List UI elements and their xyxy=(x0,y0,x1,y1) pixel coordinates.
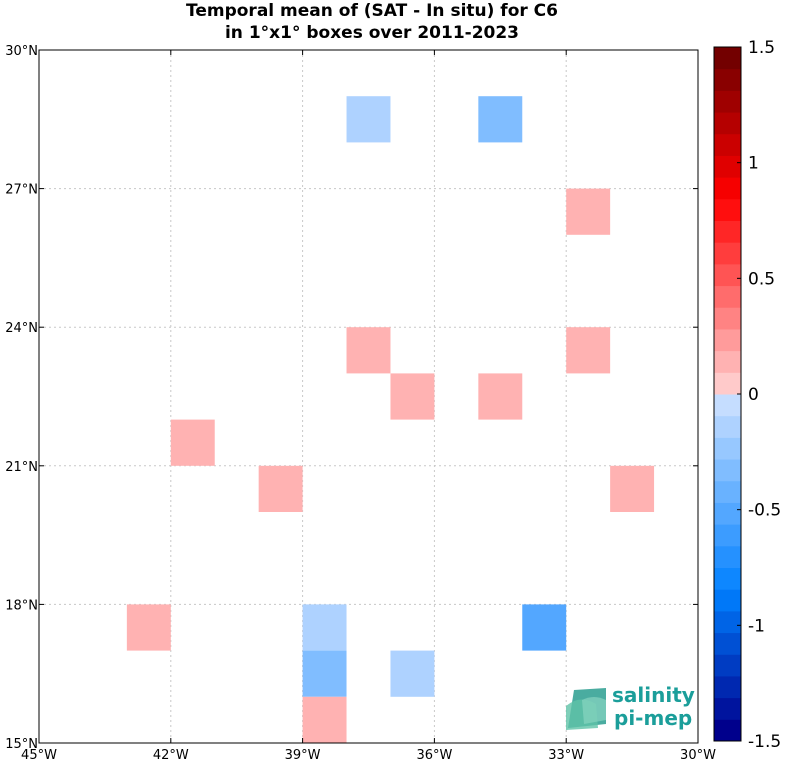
colorbar-tick-label-5: -1 xyxy=(748,616,765,636)
title-line-2: in 1°x1° boxes over 2011-2023 xyxy=(225,23,519,43)
colorbar-level-26 xyxy=(714,155,741,178)
colorbar-tick-label-4: -0.5 xyxy=(748,501,781,521)
colorbar-level-5 xyxy=(714,610,741,634)
data-cell-3 xyxy=(346,327,391,374)
axis-ticks: 45°W 42°W 39°W 36°W 33°W 30°W 15°N 18°N 21°N 24°N… xyxy=(5,44,716,763)
x-tick-label-3: 36°W xyxy=(416,748,452,763)
data-cell-10 xyxy=(126,604,171,651)
x-tick-label-4: 33°W xyxy=(548,748,584,763)
logo-text-salinity: salinity xyxy=(612,683,695,707)
colorbar-level-4 xyxy=(714,632,741,655)
y-tick-label-5: 30°N xyxy=(5,44,38,59)
data-cell-15 xyxy=(302,696,347,743)
data-cells xyxy=(126,96,655,743)
y-tick-label-1: 18°N xyxy=(5,598,38,613)
data-cell-5 xyxy=(390,373,435,420)
colorbar-level-19 xyxy=(714,307,741,330)
colorbar-level-22 xyxy=(714,242,741,265)
colorbar-tick-label-3: 0 xyxy=(748,385,759,405)
salinity-pi-mep-logo: salinity pi-mep xyxy=(566,683,695,730)
colorbar-level-9 xyxy=(714,524,741,547)
colorbar-level-8 xyxy=(714,545,741,568)
colorbar-level-25 xyxy=(714,177,741,200)
colorbar-level-12 xyxy=(714,459,741,482)
colorbar-level-30 xyxy=(714,68,741,91)
plot-frame xyxy=(38,49,699,744)
data-cell-9 xyxy=(610,465,655,512)
colorbar-level-7 xyxy=(714,567,741,590)
colorbar-tick-label-2: 0.5 xyxy=(748,269,775,289)
colorbar-level-15 xyxy=(714,394,741,417)
colorbar-level-1 xyxy=(714,697,741,720)
data-cell-13 xyxy=(302,650,347,697)
colorbar-level-10 xyxy=(714,502,741,525)
logo-wave-icon xyxy=(566,688,606,730)
data-cell-6 xyxy=(478,373,523,420)
colorbar-level-14 xyxy=(714,415,741,438)
colorbar-level-18 xyxy=(714,328,741,352)
colorbar-level-24 xyxy=(714,198,741,221)
colorbar-level-3 xyxy=(714,654,741,677)
colorbar-level-13 xyxy=(714,437,741,460)
colorbar-level-20 xyxy=(714,285,741,308)
colorbar-tick-label-0: 1.5 xyxy=(748,38,775,58)
x-tick-label-5: 30°W xyxy=(680,748,716,763)
data-cell-0 xyxy=(346,96,391,143)
colorbar: 1.5 1 0.5 0 -0.5 -1 -1.5 xyxy=(713,38,781,752)
colorbar-level-16 xyxy=(714,372,741,395)
colorbar-level-6 xyxy=(714,589,741,612)
colorbar-level-31 xyxy=(714,47,741,70)
data-cell-4 xyxy=(566,327,611,374)
y-tick-label-0: 15°N xyxy=(5,737,38,752)
logo-text-pi-mep: pi-mep xyxy=(614,706,692,730)
y-tick-label-3: 24°N xyxy=(5,321,38,336)
data-cell-8 xyxy=(258,465,303,512)
chart-title: Temporal mean of (SAT - In situ) for C6 … xyxy=(186,1,558,43)
colorbar-level-21 xyxy=(714,263,741,287)
x-tick-label-0: 45°W xyxy=(21,748,57,763)
x-tick-label-1: 42°W xyxy=(153,748,189,763)
y-tick-label-4: 27°N xyxy=(5,183,38,198)
colorbar-tick-label-1: 1 xyxy=(748,154,759,174)
data-cell-14 xyxy=(390,650,435,697)
data-cell-2 xyxy=(566,188,611,235)
title-line-1: Temporal mean of (SAT - In situ) for C6 xyxy=(186,1,558,21)
data-cell-1 xyxy=(478,96,523,143)
colorbar-level-0 xyxy=(714,719,741,742)
colorbar-level-11 xyxy=(714,480,741,503)
x-tick-label-2: 39°W xyxy=(285,748,321,763)
colorbar-tick-label-6: -1.5 xyxy=(748,732,781,752)
colorbar-level-2 xyxy=(714,675,741,699)
data-cell-12 xyxy=(522,604,567,651)
colorbar-level-28 xyxy=(714,112,741,135)
colorbar-level-27 xyxy=(714,133,741,156)
y-tick-label-2: 21°N xyxy=(5,460,38,475)
data-cell-11 xyxy=(302,604,347,651)
colorbar-level-29 xyxy=(714,90,741,113)
colorbar-level-23 xyxy=(714,220,741,243)
colorbar-level-17 xyxy=(714,350,741,373)
data-cell-7 xyxy=(170,419,215,466)
